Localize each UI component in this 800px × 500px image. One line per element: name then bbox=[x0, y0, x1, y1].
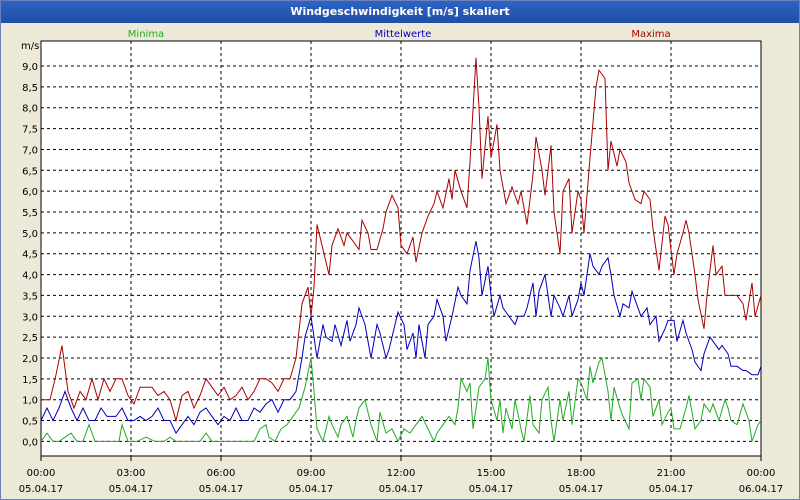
series-line-minima bbox=[40, 356, 762, 443]
x-tick-date: 05.04.17 bbox=[649, 484, 694, 495]
x-tick-date: 05.04.17 bbox=[469, 484, 514, 495]
y-tick-label: 9,0 bbox=[22, 62, 38, 73]
series-line-maxima bbox=[41, 57, 762, 423]
x-tick-date: 06.04.17 bbox=[739, 484, 784, 495]
y-axis-label: m/s bbox=[21, 41, 39, 52]
y-tick-label: 4,0 bbox=[22, 271, 38, 282]
y-tick-label: 2,5 bbox=[22, 333, 38, 344]
x-tick-date: 05.04.17 bbox=[379, 484, 424, 495]
x-tick-time: 21:00 bbox=[657, 468, 686, 479]
wind-speed-chart: 0,0 0,5 1,0 1,5 2,0 2,5 3,0 3,5 4,0 4,5 5,0 5,5 6,0 6… bbox=[19, 29, 784, 495]
x-tick-time: 00:00 bbox=[747, 468, 776, 479]
y-tick-label: 1,5 bbox=[22, 375, 38, 386]
x-tick-time: 12:00 bbox=[387, 468, 416, 479]
y-tick-label: 5,5 bbox=[22, 208, 38, 219]
y-tick-label: 0,5 bbox=[22, 417, 38, 428]
y-tick-label: 7,5 bbox=[22, 125, 38, 136]
x-tick-time: 00:00 bbox=[27, 468, 56, 479]
x-tick-date: 05.04.17 bbox=[559, 484, 604, 495]
legend-maxima: Maxima bbox=[631, 29, 670, 40]
y-tick-label: 2,0 bbox=[22, 354, 38, 365]
y-tick-label: 3,5 bbox=[22, 291, 38, 302]
plot-area bbox=[40, 40, 762, 457]
x-tick-date: 05.04.17 bbox=[19, 484, 64, 495]
x-tick-time: 09:00 bbox=[297, 468, 326, 479]
legend-minima: Minima bbox=[128, 29, 164, 40]
x-tick-date: 05.04.17 bbox=[289, 484, 334, 495]
y-tick-label: 5,0 bbox=[22, 229, 38, 240]
y-tick-label: 7,0 bbox=[22, 145, 38, 156]
x-tick-date: 05.04.17 bbox=[109, 484, 154, 495]
y-tick-label: 3,0 bbox=[22, 312, 38, 323]
x-tick-date: 05.04.17 bbox=[199, 484, 244, 495]
y-tick-label: 0,0 bbox=[22, 437, 38, 448]
series-line-mittelwerte bbox=[40, 241, 762, 435]
x-tick-time: 03:00 bbox=[117, 468, 146, 479]
legend-mittelwerte: Mittelwerte bbox=[375, 29, 432, 40]
x-tick-time: 15:00 bbox=[477, 468, 506, 479]
x-tick-time: 06:00 bbox=[207, 468, 236, 479]
y-tick-label: 8,0 bbox=[22, 104, 38, 115]
x-tick-time: 18:00 bbox=[567, 468, 596, 479]
y-tick-label: 6,5 bbox=[22, 166, 38, 177]
y-tick-label: 6,0 bbox=[22, 187, 38, 198]
y-tick-label: 4,5 bbox=[22, 250, 38, 261]
y-tick-label: 1,0 bbox=[22, 396, 38, 407]
window-title: Windgeschwindigkeit [m/s] skaliert bbox=[1, 1, 799, 23]
y-tick-label: 8,5 bbox=[22, 83, 38, 94]
